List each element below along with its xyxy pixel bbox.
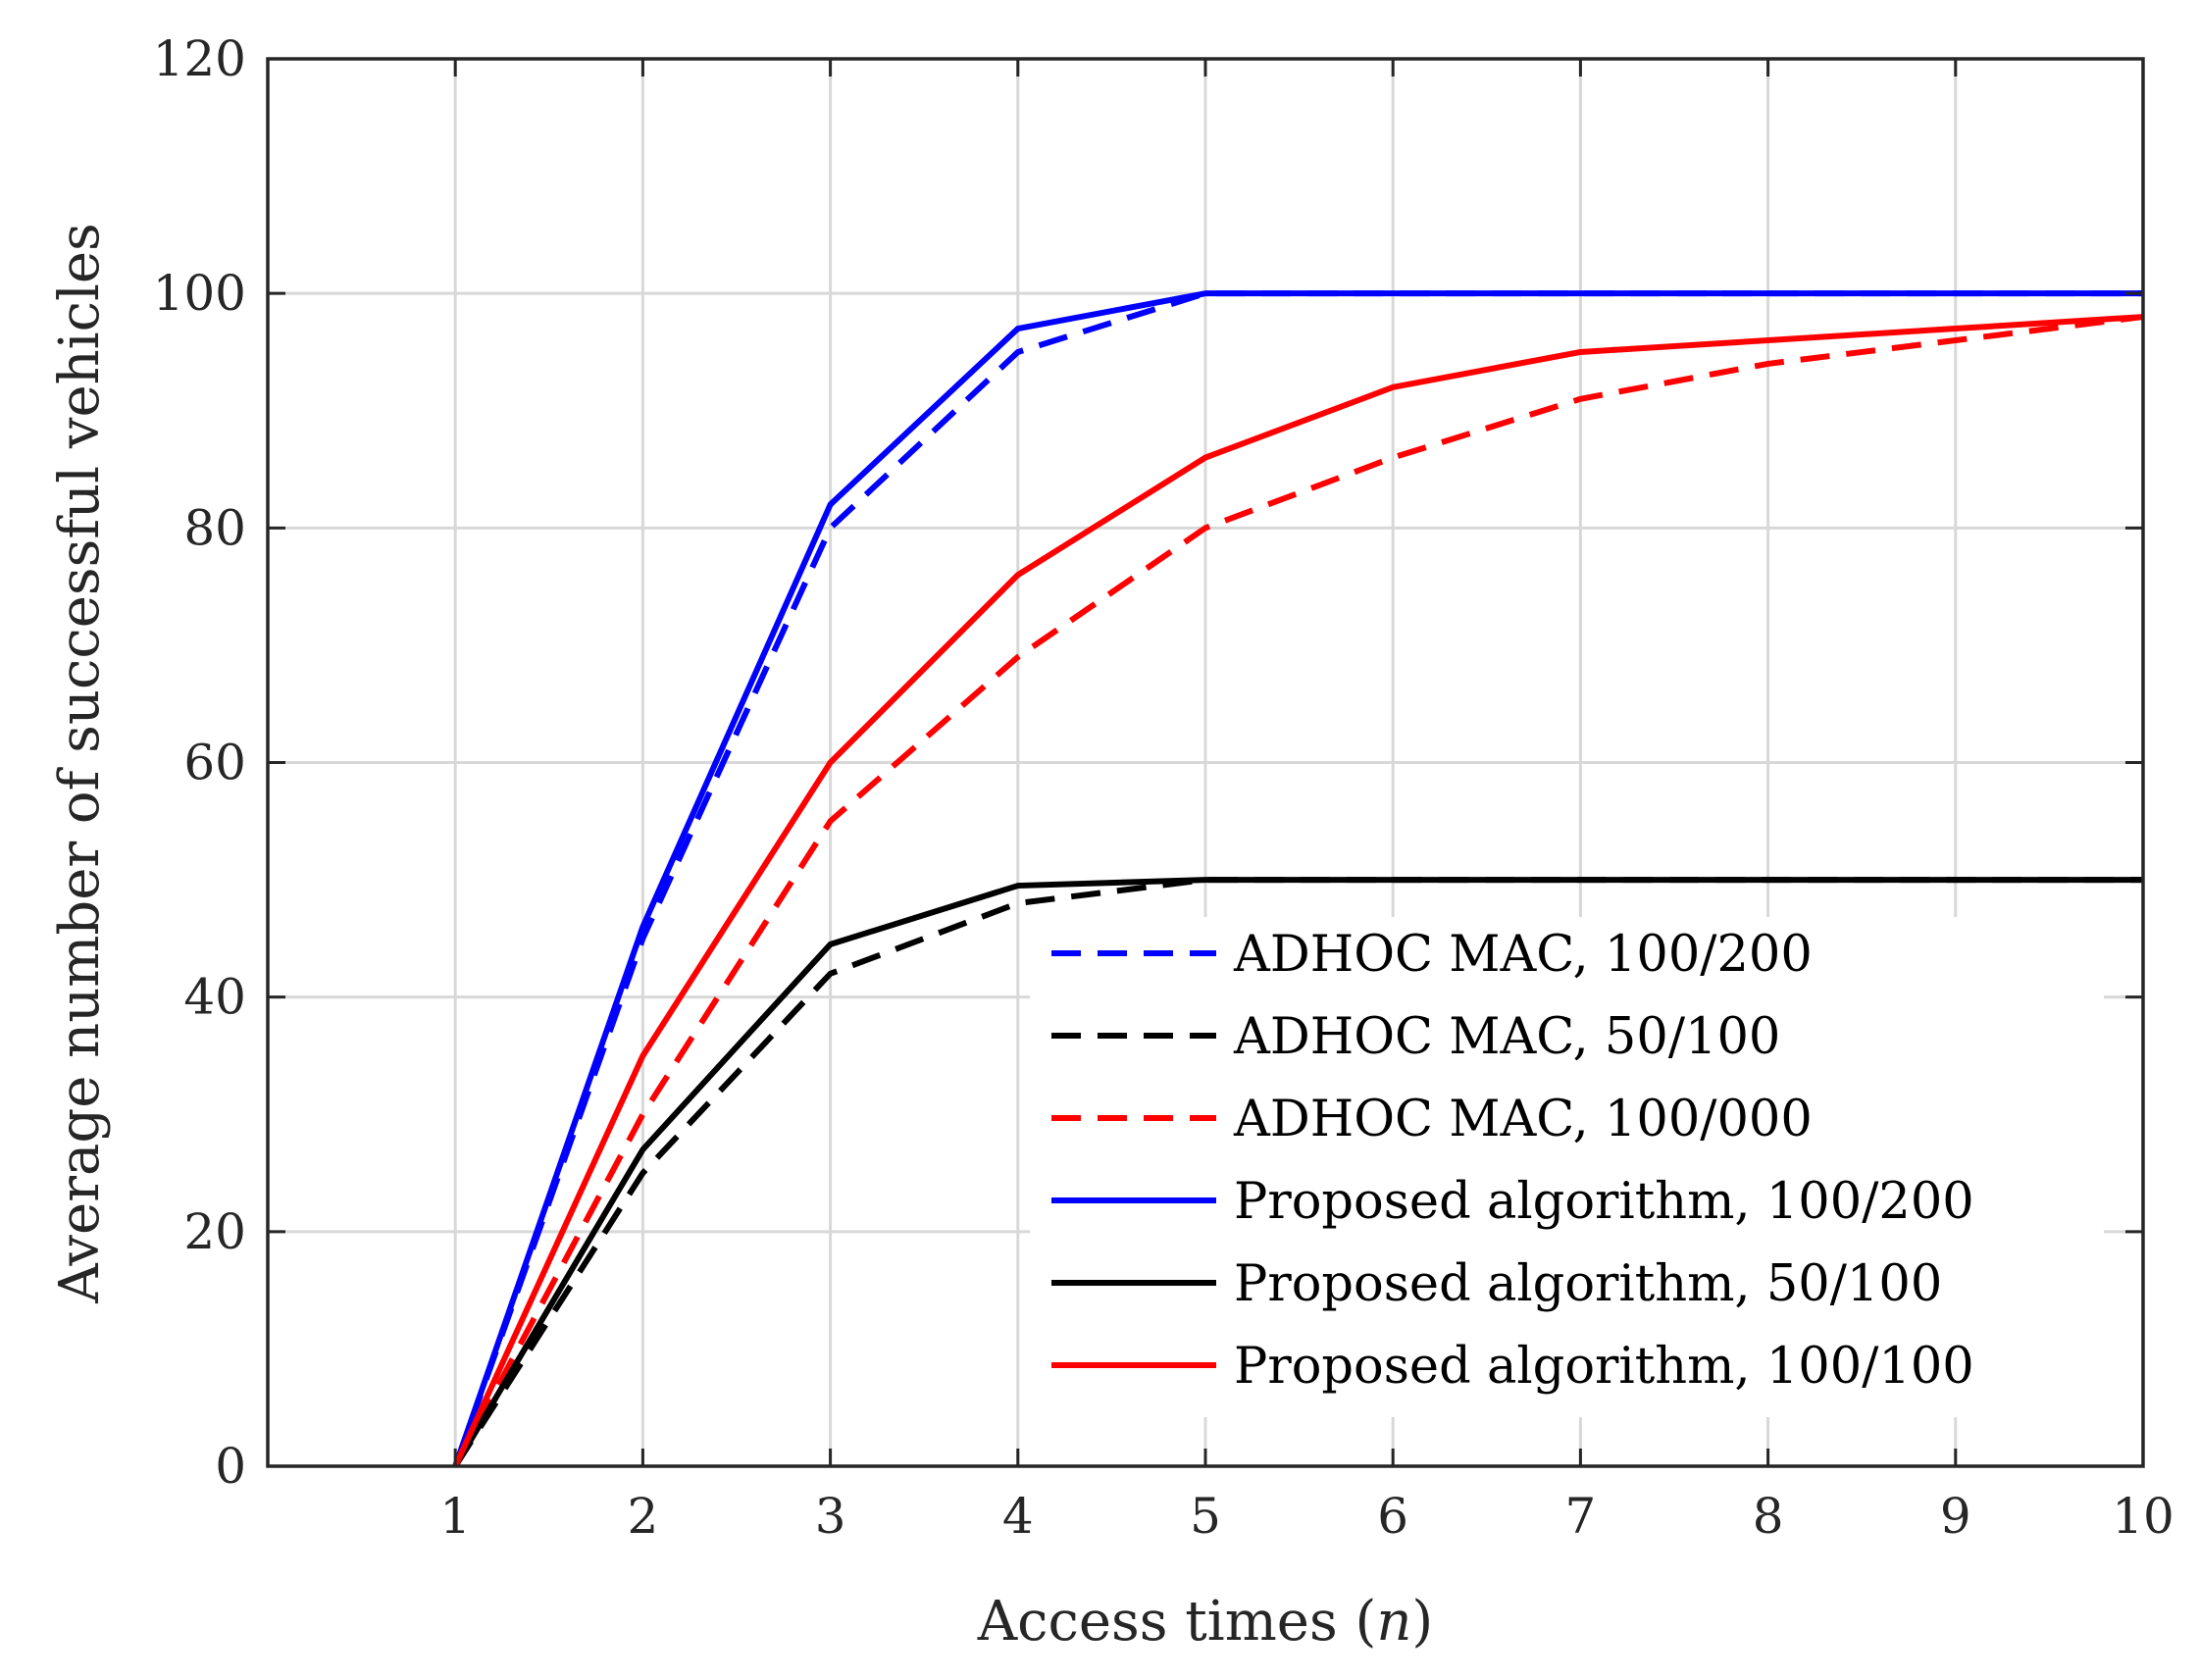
y-tick-label: 100 — [153, 265, 246, 322]
x-axis-title-close-paren: ) — [1411, 1590, 1433, 1654]
series-group — [452, 290, 2144, 1468]
series-line-4 — [452, 290, 2143, 1467]
y-tick-label: 120 — [153, 30, 246, 87]
x-axis-title-text: Access times — [977, 1590, 1355, 1654]
x-tick-label: 10 — [2112, 1488, 2174, 1545]
x-axis-title: Access times (n) — [977, 1590, 1434, 1654]
y-tick-label: 60 — [183, 735, 246, 791]
x-tick-label: 7 — [1564, 1488, 1596, 1545]
x-tick-label: 1 — [439, 1488, 471, 1545]
legend-box — [1030, 917, 2104, 1417]
x-axis-title-open-paren: ( — [1355, 1590, 1376, 1654]
x-tick-label: 6 — [1377, 1488, 1408, 1545]
y-tick-label: 0 — [215, 1438, 246, 1495]
legend-label-2: ADHOC MAC, 50/100 — [1233, 1008, 1780, 1066]
x-tick-label: 3 — [815, 1488, 846, 1545]
x-tick-label: 8 — [1753, 1488, 1784, 1545]
y-tick-label: 80 — [183, 499, 246, 556]
x-tick-label: 9 — [1940, 1488, 1971, 1545]
x-tick-label: 2 — [627, 1488, 658, 1545]
x-tick-label: 5 — [1190, 1488, 1221, 1545]
series-line-6 — [452, 314, 2144, 1468]
legend-label-4: Proposed algorithm, 100/200 — [1234, 1173, 1974, 1231]
legend-label-1: ADHOC MAC, 100/200 — [1233, 926, 1813, 984]
y-tick-label: 20 — [183, 1203, 246, 1260]
legend-label-3: ADHOC MAC, 100/000 — [1233, 1091, 1813, 1148]
y-axis-title: Average number of successful vehicles — [48, 223, 112, 1304]
series-line-3 — [452, 314, 2144, 1468]
legend-label-6: Proposed algorithm, 100/100 — [1234, 1338, 1974, 1396]
ticks — [268, 57, 2145, 1468]
x-axis-title-variable: n — [1376, 1590, 1411, 1654]
x-tick-label: 4 — [1002, 1488, 1034, 1545]
series-line-5 — [452, 877, 2143, 1468]
legend: ADHOC MAC, 100/200 ADHOC MAC, 50/100 ADHOC… — [1030, 917, 2104, 1417]
legend-label-5: Proposed algorithm, 50/100 — [1234, 1255, 1942, 1313]
y-tick-label: 40 — [183, 969, 246, 1026]
